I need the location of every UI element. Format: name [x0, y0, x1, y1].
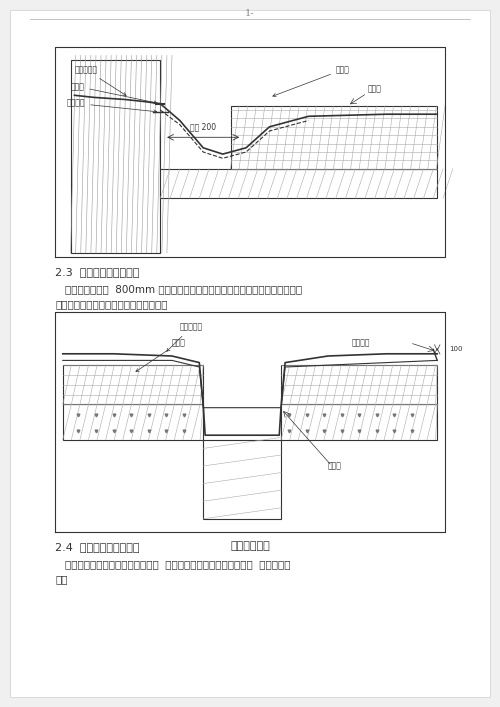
FancyBboxPatch shape — [10, 10, 490, 697]
Bar — [55, 47, 445, 257]
Bar — [281, 365, 437, 404]
Text: 槽口下端应做防水办理，以以下图所示：: 槽口下端应做防水办理，以以下图所示： — [55, 299, 168, 309]
Text: 保温层: 保温层 — [136, 338, 186, 372]
Text: 无组织排水槽口  800mm 范围内的卷材应采用满粘法；卷材收头应固定密封，: 无组织排水槽口 800mm 范围内的卷材应采用满粘法；卷材收头应固定密封， — [65, 284, 302, 294]
Bar — [63, 365, 203, 404]
Text: 示：: 示： — [55, 574, 68, 584]
Text: 水泥钉: 水泥钉 — [70, 82, 157, 104]
Bar — [230, 106, 437, 169]
Text: 附加层: 附加层 — [273, 65, 349, 96]
Text: 净宽 200: 净宽 200 — [190, 122, 216, 131]
Text: 1-: 1- — [245, 9, 255, 18]
Text: 卷材防水层: 卷材防水层 — [74, 65, 126, 95]
Bar — [63, 404, 203, 440]
Text: 密封材料: 密封材料 — [352, 339, 370, 347]
Text: 100: 100 — [449, 346, 462, 352]
Text: 密封材料: 密封材料 — [66, 99, 157, 113]
Text: 高低跨内排水天沟与立墙交接处，  应采用能适应变形的密封办理，  以以下图所: 高低跨内排水天沟与立墙交接处， 应采用能适应变形的密封办理， 以以下图所 — [65, 559, 290, 569]
Text: 屋面槽口构造: 屋面槽口构造 — [230, 541, 270, 551]
Text: 卷材防水层: 卷材防水层 — [166, 322, 203, 351]
Bar — [160, 169, 437, 198]
Text: 2.4  高低屋面变形缝办理: 2.4 高低屋面变形缝办理 — [55, 542, 140, 552]
Bar — [203, 440, 281, 519]
Bar — [281, 404, 437, 440]
Bar — [55, 312, 445, 532]
Text: 2.3  无组织排水槽口办理: 2.3 无组织排水槽口办理 — [55, 267, 140, 277]
Text: 保温层: 保温层 — [368, 85, 382, 93]
Text: 水泥钉: 水泥钉 — [328, 462, 342, 470]
Bar — [70, 59, 160, 253]
